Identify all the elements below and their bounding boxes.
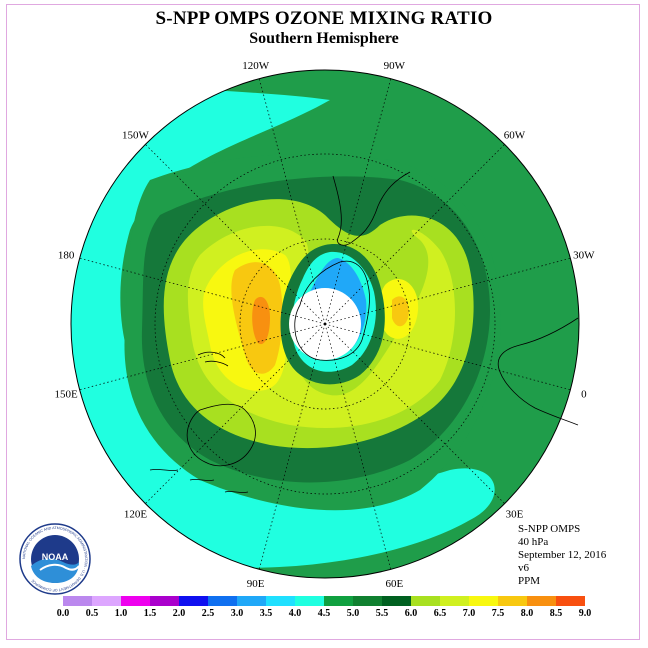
colorbar-tick-label: 4.5 [317, 608, 331, 619]
coastline-africa [497, 317, 579, 426]
colorbar-ticks: 0.0 0.5 1.0 1.5 2.0 2.5 3.0 3.5 4.0 4.5 5.0 5.5 6.0 6… [57, 608, 592, 622]
longitude-label: 60W [504, 129, 526, 141]
info-instrument: S-NPP OMPS [518, 523, 581, 535]
colorbar-tick-label: 9.0 [578, 608, 592, 619]
longitude-label: 30E [506, 509, 524, 521]
colorbar-tick-label: 8.0 [520, 608, 534, 619]
colorbar-tick-label: 8.5 [549, 608, 563, 619]
longitude-label: 90W [384, 60, 406, 72]
coastline-south-america [332, 171, 411, 246]
coastline-antarctica [294, 260, 370, 361]
longitude-label: 30W [573, 250, 595, 262]
longitude-label: 120W [242, 60, 270, 72]
logo-text: NOAA [42, 552, 69, 562]
colorbar-tick-label: 3.5 [259, 608, 273, 619]
longitude-label: 60E [385, 578, 403, 590]
colorbar-tick-label: 4.0 [288, 608, 302, 619]
colorbar-swatch [411, 596, 440, 606]
colorbar-swatch [121, 596, 150, 606]
colorbar-swatch [237, 596, 266, 606]
longitude-label: 90E [247, 578, 265, 590]
longitude-label: 150W [122, 129, 150, 141]
colorbar-tick-label: 5.5 [375, 608, 389, 619]
colorbar-swatch [150, 596, 179, 606]
longitude-label: 180 [58, 250, 75, 262]
longitude-label: 120E [124, 509, 148, 521]
colorbar-swatch [179, 596, 208, 606]
colorbar-swatch [295, 596, 324, 606]
colorbar-swatch [92, 596, 121, 606]
longitude-label: 150E [55, 388, 79, 400]
colorbar-tick-label: 5.0 [346, 608, 360, 619]
colorbar-swatch [382, 596, 411, 606]
page-title: S-NPP OMPS OZONE MIXING RATIO [155, 8, 493, 29]
colorbar-tick-label: 0.5 [85, 608, 99, 619]
info-date: September 12, 2016 [518, 549, 607, 561]
info-level: 40 hPa [518, 536, 549, 548]
contour-band-7-0 [231, 262, 409, 374]
map-edge [70, 69, 580, 579]
page-subtitle: Southern Hemisphere [249, 30, 399, 47]
colorbar-swatch [527, 596, 556, 606]
colorbar-tick-label: 6.0 [404, 608, 418, 619]
colorbar-tick-label: 7.5 [491, 608, 505, 619]
info-version: v6 [518, 562, 529, 574]
colorbar-swatch [208, 596, 237, 606]
longitude-labels: 90W 60W 30W 0 30E 60E 90E 120E 150E 180 150W 120W [55, 60, 596, 590]
colorbar-swatch [469, 596, 498, 606]
colorbar-tick-label: 0.0 [56, 608, 70, 619]
colorbar-tick-label: 1.0 [114, 608, 128, 619]
colorbar-tick-label: 2.0 [172, 608, 186, 619]
colorbar-tick-label: 1.5 [143, 608, 157, 619]
colorbar-swatch [498, 596, 527, 606]
contour-band-7-5 [252, 296, 270, 345]
info-block: S-NPP OMPS 40 hPa September 12, 2016 v6 … [518, 523, 606, 588]
coastline-new-zealand [197, 351, 229, 367]
coastline-indonesia [149, 469, 249, 493]
info-units: PPM [518, 575, 541, 587]
longitude-label: 0 [581, 388, 587, 400]
colorbar-swatch [353, 596, 382, 606]
colorbar-swatch [266, 596, 295, 606]
figure-frame [6, 4, 640, 640]
noaa-logo: NOAA NATIONAL OCEANIC AND ATMOSPHERIC AD… [19, 523, 91, 595]
colorbar-tick-label: 2.5 [201, 608, 215, 619]
graticule [79, 78, 571, 570]
colorbar-tick-label: 7.0 [462, 608, 476, 619]
colorbar-swatch [324, 596, 353, 606]
colorbar-swatch [556, 596, 585, 606]
colorbar-swatch [63, 596, 92, 606]
colorbar-swatch [440, 596, 469, 606]
colorbar [63, 596, 585, 606]
colorbar-tick-label: 6.5 [433, 608, 447, 619]
colorbar-tick-label: 3.0 [230, 608, 244, 619]
